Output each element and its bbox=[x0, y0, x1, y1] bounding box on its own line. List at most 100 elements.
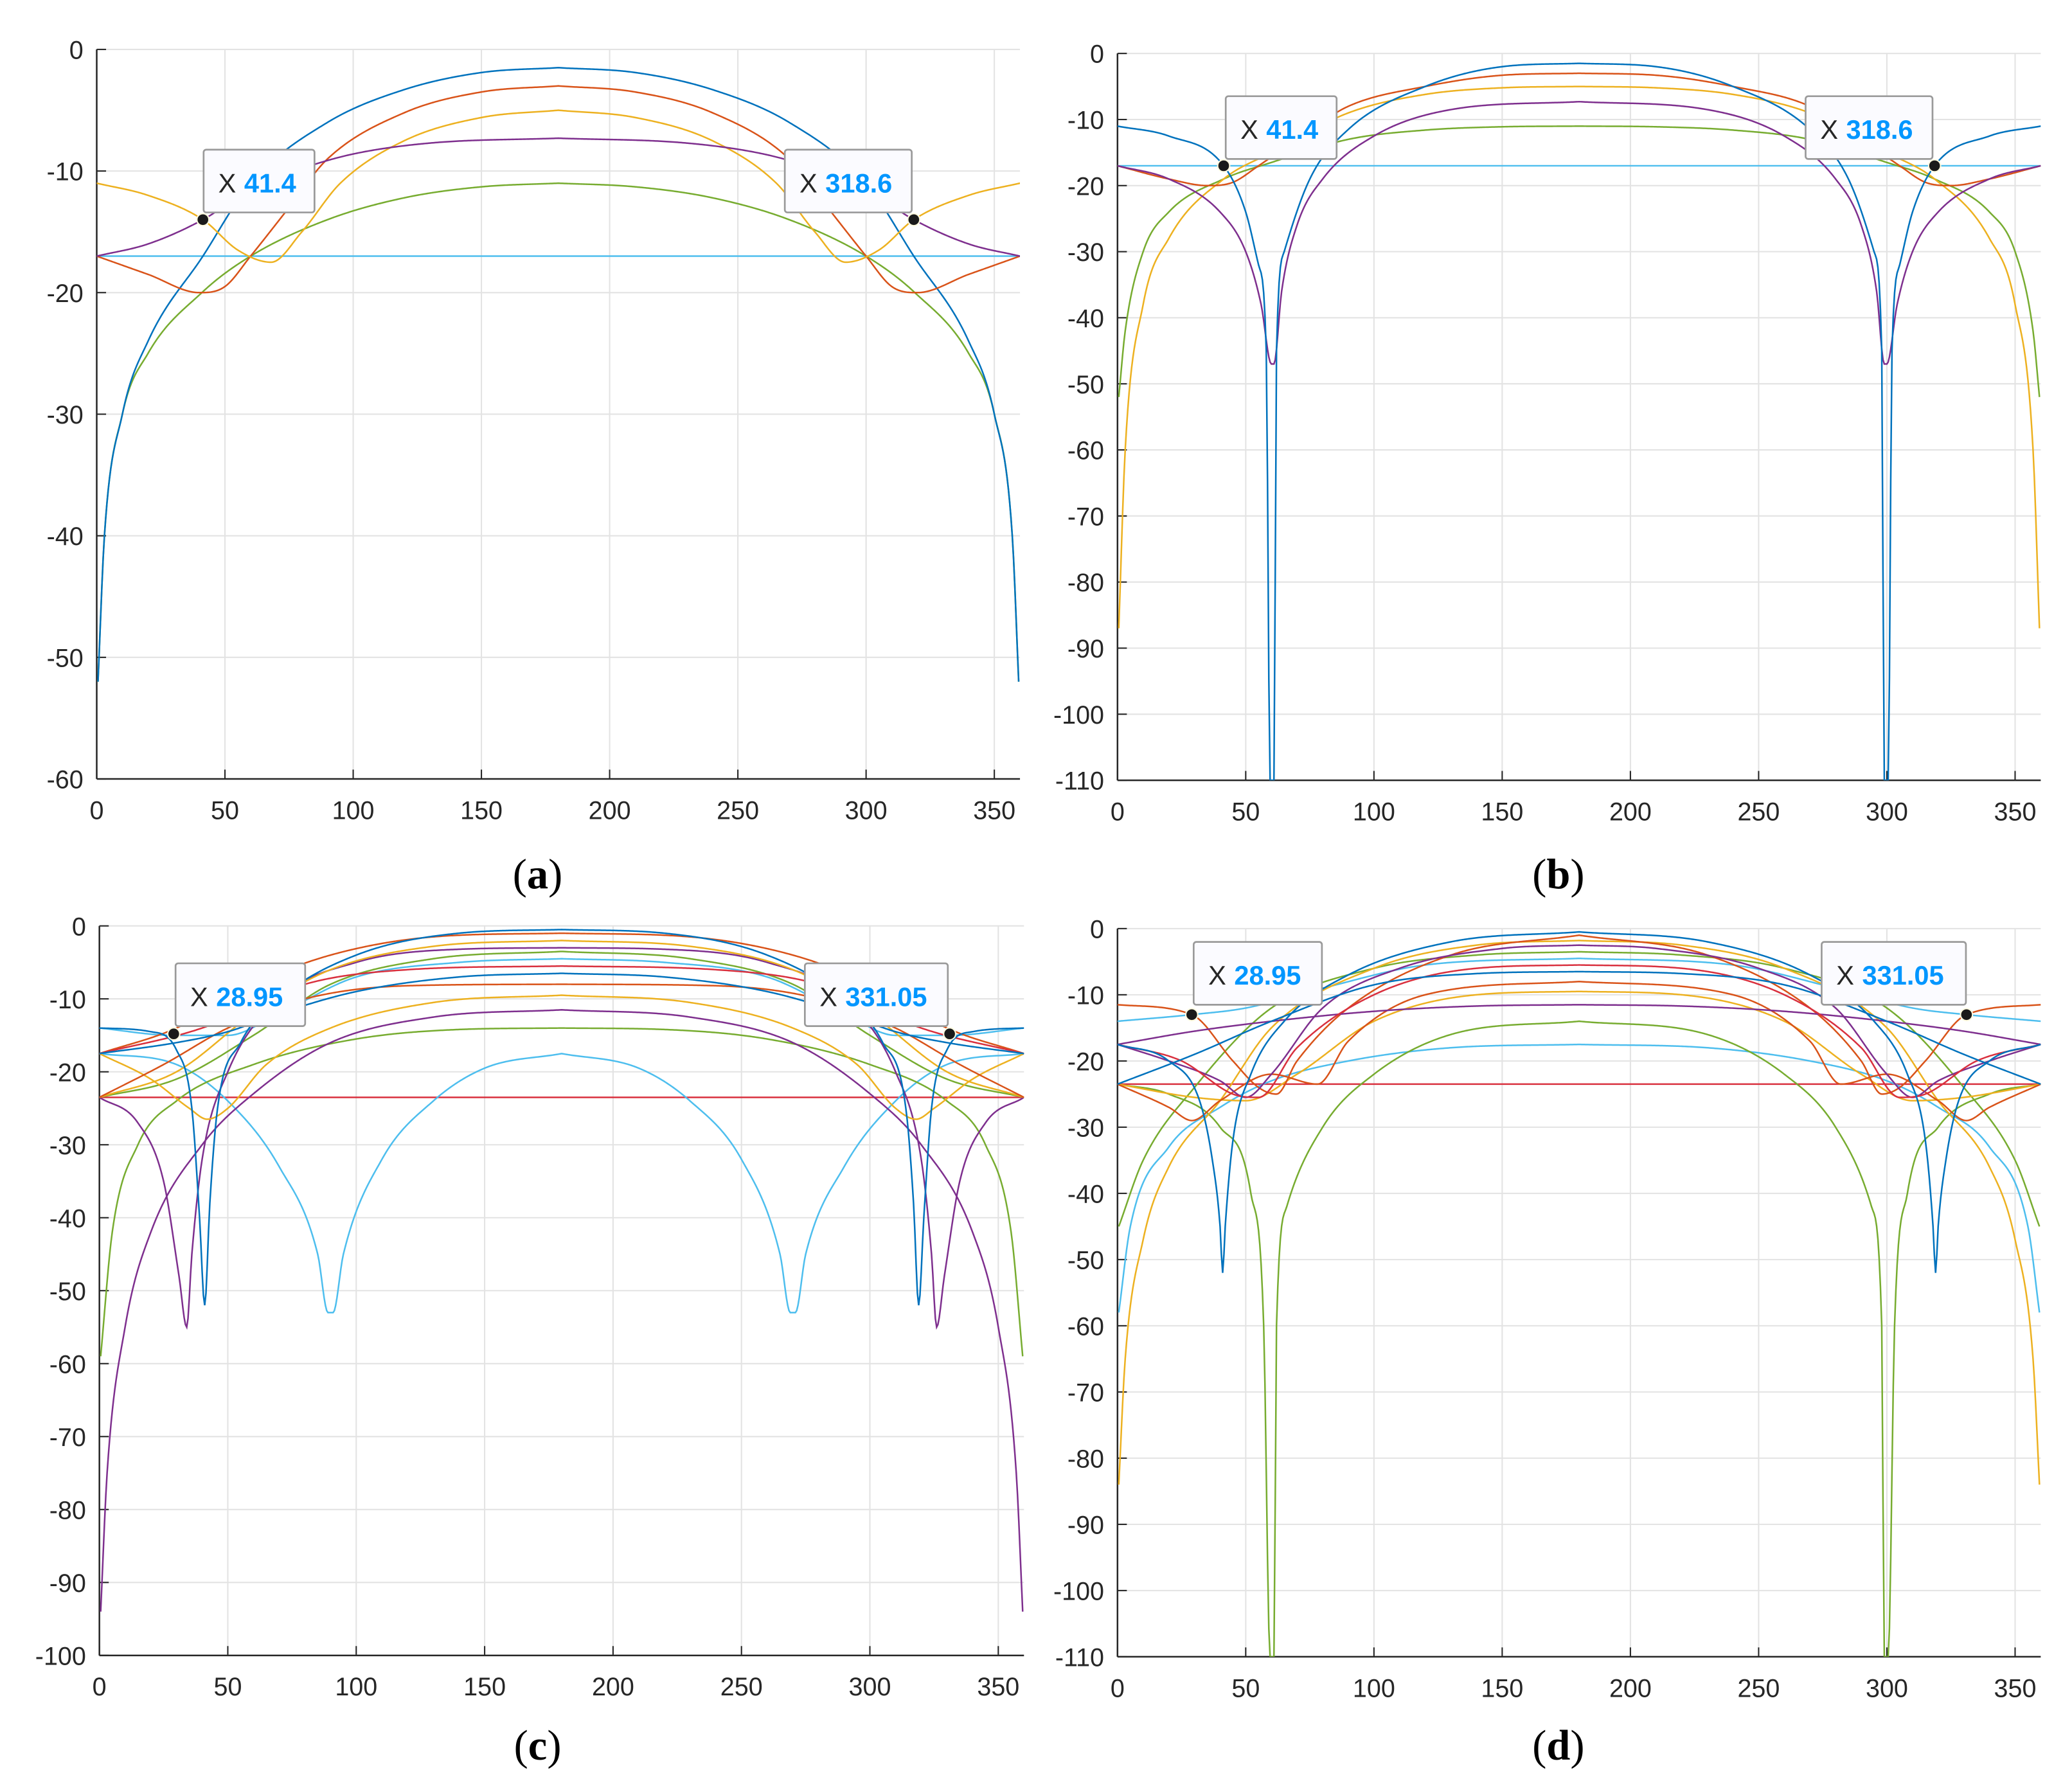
subplot-caption: (b) bbox=[1532, 852, 1584, 898]
x-tick-label: 200 bbox=[1609, 1674, 1652, 1702]
series-line-1 bbox=[97, 182, 1020, 682]
subplot-caption: (c) bbox=[514, 1722, 562, 1769]
y-tick-label: -50 bbox=[1067, 371, 1104, 399]
x-tick-label: 300 bbox=[1866, 798, 1908, 826]
series-line-5 bbox=[100, 1008, 1024, 1612]
caption-close-paren: ) bbox=[548, 852, 562, 898]
series-line-13 bbox=[1117, 931, 2041, 1273]
datatip-marker bbox=[1960, 1008, 1974, 1022]
x-tick-label: 50 bbox=[1231, 798, 1260, 826]
datatip: X 28.95 bbox=[1184, 941, 1323, 1022]
series-line-6 bbox=[1117, 990, 2041, 1102]
datatip-value: 28.95 bbox=[1234, 960, 1301, 990]
datatip-prefix: X bbox=[1836, 960, 1854, 990]
y-tick-label: -10 bbox=[1067, 981, 1104, 1010]
y-tick-label: -40 bbox=[1067, 1180, 1104, 1208]
series-line-2 bbox=[1118, 1043, 2041, 1313]
x-tick-label: 0 bbox=[1111, 1674, 1125, 1702]
datatip-value: 41.4 bbox=[1266, 114, 1318, 145]
datatip: X 41.4 bbox=[196, 148, 316, 227]
y-tick-label: -10 bbox=[47, 158, 84, 186]
subplot-a: 0 50 100 150 200 250 300 350 0 -10 -20 -30 -40 -50 -60… bbox=[47, 36, 1021, 898]
datatip-value: 331.05 bbox=[845, 981, 927, 1012]
y-tick-label: 0 bbox=[1090, 915, 1104, 943]
datatip: X 318.6 bbox=[1805, 95, 1942, 173]
datatip-value: 28.95 bbox=[216, 981, 283, 1012]
y-tick-label: -10 bbox=[49, 986, 86, 1014]
datatip-text: X 318.6 bbox=[799, 168, 892, 198]
datatip-prefix: X bbox=[1208, 960, 1226, 990]
series-line-7 bbox=[99, 994, 1024, 1120]
y-tick-label: -30 bbox=[1067, 238, 1104, 267]
y-tick-label: -60 bbox=[1067, 1312, 1104, 1341]
x-tick-label: 0 bbox=[90, 796, 104, 825]
y-tick-label: -30 bbox=[49, 1132, 86, 1160]
series-line-4 bbox=[1117, 100, 2041, 365]
series-line-5 bbox=[1118, 940, 2041, 1485]
x-tick-label: 350 bbox=[977, 1673, 1019, 1701]
datatip-prefix: X bbox=[219, 168, 237, 198]
series-line-4 bbox=[99, 951, 1024, 1098]
x-tick-label: 150 bbox=[463, 1673, 506, 1701]
series-line-4 bbox=[96, 109, 1021, 263]
caption-letter: a bbox=[527, 852, 548, 898]
datatip-prefix: X bbox=[1820, 114, 1838, 145]
y-tick-label: -100 bbox=[1053, 1577, 1104, 1605]
y-tick-label: -90 bbox=[1067, 635, 1104, 663]
y-tick-label: -100 bbox=[1053, 701, 1104, 729]
x-tick-label: 250 bbox=[720, 1673, 763, 1701]
y-tick-label: -20 bbox=[1067, 172, 1104, 201]
caption-open-paren: ( bbox=[1532, 852, 1546, 898]
y-tick-label: -20 bbox=[49, 1058, 86, 1087]
x-tick-label: 100 bbox=[1353, 798, 1395, 826]
y-tick-label: -70 bbox=[49, 1424, 86, 1452]
caption-open-paren: ( bbox=[1532, 1722, 1546, 1769]
datatip-box bbox=[1821, 941, 1967, 1006]
datatip-marker bbox=[166, 1027, 181, 1041]
caption-close-paren: ) bbox=[547, 1722, 561, 1769]
subplot-c: 0 50 100 150 200 250 300 350 0 -10 -20 -30 -40 -50 -60… bbox=[35, 913, 1024, 1769]
x-tick-label: 100 bbox=[1353, 1674, 1395, 1702]
x-tick-label: 50 bbox=[1231, 1674, 1260, 1702]
datatip-box bbox=[1805, 95, 1934, 160]
datatip-value: 318.6 bbox=[825, 168, 892, 198]
series-line-3 bbox=[100, 1027, 1024, 1357]
y-tick-label: -90 bbox=[1067, 1511, 1104, 1539]
datatip-box bbox=[803, 962, 949, 1027]
y-tick-label: -80 bbox=[1067, 1445, 1104, 1473]
datatip-prefix: X bbox=[819, 981, 837, 1012]
caption-open-paren: ( bbox=[514, 1722, 528, 1769]
x-tick-label: 350 bbox=[1994, 798, 2037, 826]
caption-letter: d bbox=[1546, 1722, 1570, 1769]
y-tick-label: -80 bbox=[1067, 569, 1104, 597]
x-tick-label: 250 bbox=[1737, 1674, 1780, 1702]
y-tick-label: -10 bbox=[1067, 107, 1104, 135]
datatip-text: X 28.95 bbox=[190, 981, 283, 1012]
x-tick-label: 0 bbox=[1111, 798, 1125, 826]
subplot-caption: (a) bbox=[513, 852, 563, 898]
caption-close-paren: ) bbox=[1570, 852, 1584, 898]
datatip-value: 41.4 bbox=[244, 168, 296, 198]
x-tick-label: 200 bbox=[589, 796, 631, 825]
datatip-box bbox=[783, 148, 913, 213]
series-group bbox=[1117, 62, 2041, 781]
datatip: X 318.6 bbox=[783, 148, 921, 227]
y-tick-label: -110 bbox=[1055, 1643, 1104, 1672]
datatip-value: 318.6 bbox=[1846, 114, 1913, 145]
y-tick-label: -40 bbox=[47, 522, 84, 551]
datatip-text: X 318.6 bbox=[1820, 114, 1913, 145]
datatip: X 28.95 bbox=[166, 962, 307, 1041]
datatip-box bbox=[1224, 95, 1338, 160]
series-line-4 bbox=[1118, 951, 2041, 1227]
y-tick-label: -60 bbox=[1067, 437, 1104, 465]
datatip-value: 331.05 bbox=[1862, 960, 1943, 990]
y-tick-label: -110 bbox=[1055, 767, 1104, 796]
datatip-box bbox=[202, 148, 316, 213]
datatip-prefix: X bbox=[799, 168, 817, 198]
x-tick-label: 250 bbox=[717, 796, 759, 825]
y-tick-label: -30 bbox=[47, 401, 84, 429]
subplot-caption: (d) bbox=[1532, 1722, 1584, 1769]
datatip-marker bbox=[943, 1027, 956, 1041]
x-tick-label: 150 bbox=[1481, 1674, 1523, 1702]
